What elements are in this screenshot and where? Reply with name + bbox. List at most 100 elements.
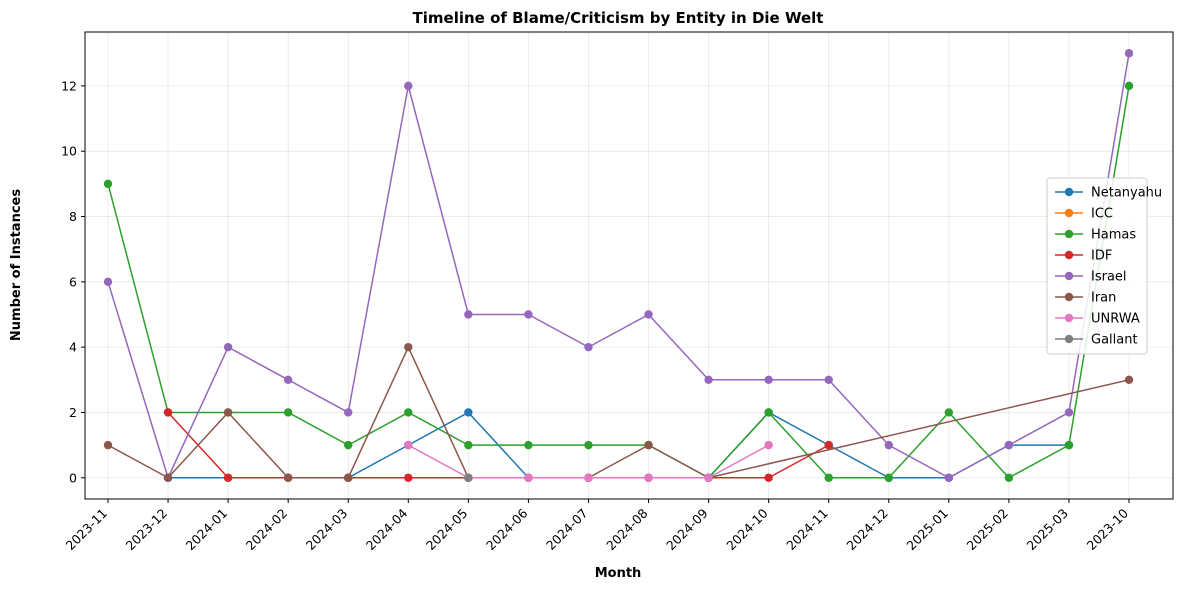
y-tick-label: 10 (61, 144, 77, 159)
series-line (107, 346, 1130, 479)
data-point (584, 440, 593, 450)
series-line (107, 85, 1130, 479)
y-tick-label: 8 (69, 209, 77, 224)
legend-swatch-marker (1064, 187, 1074, 197)
x-tick-label: 2024-08 (603, 505, 651, 553)
data-point (404, 81, 413, 91)
data-point (524, 310, 533, 319)
data-point (644, 310, 653, 319)
data-point (223, 408, 233, 417)
x-tick-label: 2023-10 (1084, 505, 1132, 553)
legend-label: ICC (1091, 207, 1113, 222)
data-point (764, 473, 773, 482)
x-tick-label: 2023-12 (123, 506, 171, 554)
data-point (1064, 408, 1074, 417)
data-point (1064, 440, 1074, 450)
data-point (223, 342, 233, 352)
data-point (824, 473, 833, 482)
series-gallant (464, 473, 473, 482)
data-point (764, 440, 773, 450)
x-tick-label: 2025-03 (1024, 506, 1072, 554)
legend-swatch-marker (1064, 292, 1074, 302)
data-point (404, 342, 413, 352)
data-point (103, 440, 113, 450)
data-point (344, 408, 353, 417)
legend-label: Iran (1091, 291, 1116, 306)
data-point (344, 473, 353, 482)
data-point (404, 408, 413, 417)
data-point (884, 440, 893, 450)
data-point (283, 375, 293, 385)
data-point (944, 408, 954, 417)
grid (85, 32, 1173, 499)
legend-label: UNRWA (1091, 312, 1140, 327)
data-point (764, 408, 773, 417)
data-point (464, 440, 473, 450)
x-tick-label: 2024-01 (183, 506, 231, 554)
data-point (464, 310, 473, 319)
data-point (584, 473, 593, 482)
legend: Netanyahu ICC Hamas IDF Israel Iran UNRWA Galla… (1046, 177, 1162, 355)
legend-label: Hamas (1091, 228, 1136, 243)
data-point (824, 440, 833, 450)
x-tick-label: 2024-05 (423, 506, 471, 554)
y-axis: 0 2 4 6 8 10 12 (61, 78, 85, 485)
data-point (283, 473, 293, 482)
data-point (584, 342, 593, 352)
plot-frame (84, 31, 1174, 500)
x-tick-label: 2024-10 (723, 505, 771, 553)
x-tick-label: 2024-11 (783, 506, 831, 554)
y-tick-label: 2 (69, 405, 77, 420)
x-tick-label: 2024-04 (363, 505, 411, 553)
chart-title: Timeline of Blame/Criticism by Entity in… (413, 9, 824, 27)
data-point (1004, 440, 1014, 450)
y-tick-label: 4 (69, 340, 77, 355)
data-point (404, 440, 413, 450)
x-tick-label: 2024-09 (663, 505, 711, 553)
legend-label: IDF (1091, 249, 1112, 264)
data-point (223, 473, 233, 482)
x-tick-label: 2024-02 (243, 506, 291, 554)
legend-swatch-marker (1064, 313, 1074, 323)
legend-swatch-marker (1064, 229, 1074, 239)
legend-label: Gallant (1091, 333, 1138, 348)
data-point (944, 473, 954, 482)
data-point (884, 473, 893, 482)
data-point (404, 473, 413, 482)
x-axis-title: Month (595, 566, 642, 581)
x-axis: 2023-11 2023-12 2024-01 2024-02 2024-03 2024-… (63, 499, 1132, 554)
data-point (524, 473, 533, 482)
series-israel (103, 49, 1134, 482)
y-axis-title: Number of Instances (9, 189, 24, 341)
x-tick-label: 2024-12 (843, 506, 891, 554)
data-point (1124, 81, 1134, 91)
data-point (704, 375, 713, 385)
data-point (163, 473, 173, 482)
data-point (644, 440, 653, 450)
y-tick-label: 12 (61, 78, 77, 93)
data-point (1004, 473, 1014, 482)
x-tick-label: 2023-11 (63, 506, 111, 554)
x-tick-label: 2024-06 (483, 505, 531, 553)
data-point (704, 473, 713, 482)
legend-swatch-marker (1064, 334, 1074, 344)
series-layer (103, 49, 1134, 482)
data-point (644, 473, 653, 482)
data-point (344, 440, 353, 450)
data-point (163, 408, 173, 417)
data-point (103, 277, 113, 287)
legend-swatch-marker (1064, 271, 1074, 281)
series-line (107, 53, 1130, 479)
data-point (103, 179, 113, 189)
data-point (524, 440, 533, 450)
data-point (764, 375, 773, 385)
data-point (464, 408, 473, 417)
legend-swatch-marker (1064, 208, 1074, 218)
legend-frame (1046, 177, 1148, 355)
data-point (1124, 49, 1134, 58)
x-tick-label: 2025-01 (903, 506, 951, 554)
y-tick-label: 6 (69, 274, 77, 289)
data-point (824, 375, 833, 385)
x-tick-label: 2025-02 (963, 506, 1011, 554)
